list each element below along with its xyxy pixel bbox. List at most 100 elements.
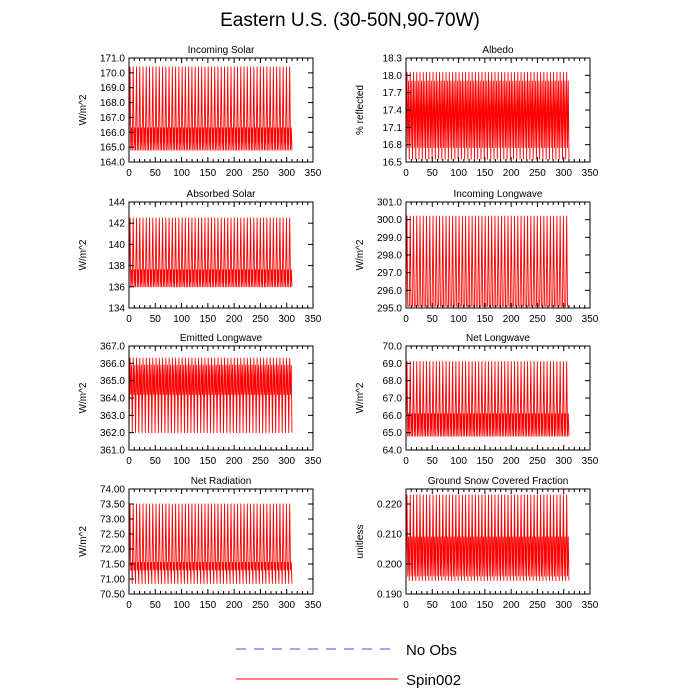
y-tick-label: 363.0 [100,411,125,422]
y-axis-label: W/m^2 [78,94,89,125]
panel-7: Net Radiation W/m^2 0 50 100 150 200 250 300 350 7… [78,476,322,611]
x-tick-label: 300 [555,168,572,179]
x-tick-label: 50 [427,456,439,467]
y-tick-label: 65.0 [383,428,403,439]
x-tick-label: 100 [173,456,190,467]
y-tick-label: 364.0 [100,394,125,405]
panel-title: Ground Snow Covered Fraction [428,476,569,487]
x-tick-label: 350 [582,314,599,325]
y-tick-label: 140 [108,240,125,251]
panel-4: Incoming Longwave W/m^2 0 50 100 150 200 250 300… [355,189,599,325]
y-tick-label: 73.00 [100,515,125,526]
x-tick-label: 350 [305,600,322,611]
series-line-spin002 [128,217,293,288]
x-tick-label: 250 [529,456,546,467]
y-tick-label: 138 [108,261,125,272]
figure-title: Eastern U.S. (30-50N,90-70W) [220,10,480,31]
x-tick-label: 300 [555,314,572,325]
series-line-spin002 [128,503,293,584]
y-tick-label: 72.50 [100,530,125,541]
x-tick-label: 200 [503,168,520,179]
x-tick-label: 300 [278,168,295,179]
x-tick-label: 200 [226,456,243,467]
series-line-spin002 [405,215,569,307]
x-tick-label: 200 [503,600,520,611]
y-tick-label: 74.00 [100,485,125,496]
x-tick-label: 50 [150,600,162,611]
y-tick-label: 0.200 [377,560,402,571]
x-tick-label: 100 [173,168,190,179]
y-tick-label: 170.0 [100,68,125,79]
x-tick-label: 200 [503,314,520,325]
y-tick-label: 367.0 [100,342,125,353]
panel-3: Absorbed Solar W/m^2 0 50 100 150 200 250 300 350… [78,189,322,325]
series-line-spin002 [128,357,293,434]
x-tick-label: 250 [252,168,269,179]
x-tick-label: 0 [126,168,132,179]
x-tick-label: 150 [200,456,217,467]
y-tick-label: 73.50 [100,500,125,511]
y-axis-label: W/m^2 [78,526,89,557]
x-tick-label: 0 [403,314,409,325]
x-tick-label: 0 [126,314,132,325]
y-tick-label: 361.0 [100,446,125,457]
panel-title: Incoming Solar [188,45,255,56]
x-tick-label: 50 [427,314,439,325]
panel-title: Net Radiation [191,476,252,487]
y-axis-label: W/m^2 [78,382,89,413]
plot-frame [128,57,314,163]
x-tick-label: 150 [200,168,217,179]
y-axis-label: unitless [355,525,366,559]
y-tick-label: 17.1 [383,123,403,134]
y-tick-label: 68.0 [383,376,403,387]
x-tick-label: 200 [503,456,520,467]
x-tick-label: 350 [305,314,322,325]
x-tick-label: 300 [278,314,295,325]
panel-title: Albedo [482,45,514,56]
x-tick-label: 0 [126,600,132,611]
y-tick-label: 298.0 [377,251,402,262]
y-axis-label: W/m^2 [355,382,366,413]
x-tick-label: 200 [226,600,243,611]
y-tick-label: 362.0 [100,428,125,439]
x-tick-label: 250 [252,600,269,611]
y-tick-label: 70.50 [100,590,125,601]
x-tick-label: 300 [555,600,572,611]
y-tick-label: 366.0 [100,359,125,370]
y-tick-label: 166.0 [100,128,125,139]
x-tick-label: 150 [200,600,217,611]
y-tick-label: 134 [108,304,125,315]
x-tick-label: 0 [403,168,409,179]
x-tick-label: 0 [403,456,409,467]
plot-frame [128,201,314,309]
x-tick-label: 150 [477,168,494,179]
y-tick-label: 0.220 [377,500,402,511]
x-tick-label: 250 [529,600,546,611]
panel-title: Incoming Longwave [454,189,543,200]
panel-title: Net Longwave [466,333,530,344]
x-tick-label: 0 [126,456,132,467]
x-tick-label: 250 [529,314,546,325]
y-axis-label: W/m^2 [355,239,366,270]
x-tick-label: 350 [582,168,599,179]
y-tick-label: 67.0 [383,394,403,405]
x-tick-label: 350 [582,456,599,467]
y-tick-label: 300.0 [377,215,402,226]
y-tick-label: 66.0 [383,411,403,422]
x-tick-label: 100 [450,600,467,611]
x-tick-label: 100 [450,314,467,325]
panel-1: Incoming Solar W/m^2 0 50 100 150 200 250 300 350… [78,45,322,179]
y-tick-label: 169.0 [100,83,125,94]
x-tick-label: 50 [150,456,162,467]
y-tick-label: 136 [108,282,125,293]
y-tick-label: 365.0 [100,376,125,387]
x-tick-label: 150 [477,314,494,325]
y-tick-label: 16.8 [383,140,403,151]
y-tick-label: 18.0 [383,71,403,82]
x-tick-label: 100 [173,314,190,325]
x-tick-label: 100 [450,168,467,179]
x-tick-label: 200 [226,168,243,179]
y-tick-label: 0.210 [377,530,402,541]
x-tick-label: 350 [305,456,322,467]
